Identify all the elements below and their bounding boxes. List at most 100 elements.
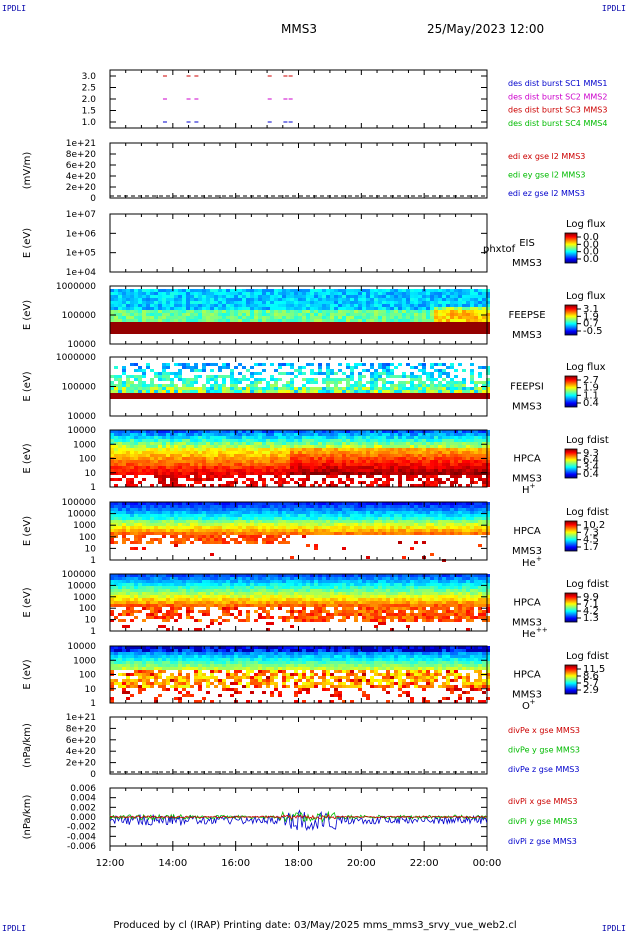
spectrogram-cell — [326, 445, 330, 448]
spectrogram-cell — [426, 328, 430, 331]
spectrogram-cell — [302, 460, 306, 463]
instrument-label: HPCA — [513, 453, 541, 464]
spectrogram-cell — [146, 310, 150, 313]
spectrogram-cell — [378, 463, 382, 466]
spectrogram-cell — [362, 433, 366, 436]
spectrogram-cell — [450, 436, 454, 439]
spectrogram-cell — [390, 457, 394, 460]
spectrogram-cell — [218, 454, 222, 457]
spectrogram-cell — [370, 292, 374, 295]
spectrogram-cell — [374, 439, 378, 442]
spectrogram-cell — [350, 369, 354, 372]
spectrogram-cell — [290, 316, 294, 319]
spectrogram-cell — [486, 457, 490, 460]
spectrogram-cell — [142, 319, 146, 322]
spectrogram-cell — [178, 445, 182, 448]
spectrogram-cell — [302, 484, 306, 487]
spectrogram-cell — [162, 304, 166, 307]
spectrogram-cell — [322, 325, 326, 328]
spectrogram-cell — [390, 436, 394, 439]
spectrogram-cell — [170, 532, 174, 535]
spectrogram-cell — [458, 381, 462, 384]
spectrogram-cell — [242, 436, 246, 439]
spectrogram-cell — [338, 433, 342, 436]
spectrogram-cell — [138, 396, 142, 399]
spectrogram-cell — [302, 396, 306, 399]
spectrogram-cell — [382, 436, 386, 439]
spectrogram-cell — [230, 381, 234, 384]
spectrogram-cell — [262, 442, 266, 445]
spectrogram-cell — [134, 430, 138, 433]
spectrogram-cell — [474, 466, 478, 469]
spectrogram-cell — [138, 322, 142, 325]
spectrogram-cell — [286, 390, 290, 393]
spectrogram-cell — [110, 310, 114, 313]
spectrogram-cell — [210, 514, 214, 517]
spectrogram-cell — [202, 384, 206, 387]
spectrogram-cell — [446, 472, 450, 475]
spectrogram-cell — [390, 390, 394, 393]
spectrogram-cell — [342, 331, 346, 334]
spectrogram-cell — [274, 520, 278, 523]
spectrogram-cell — [346, 457, 350, 460]
spectrogram-cell — [342, 439, 346, 442]
spectrogram-cell — [238, 526, 242, 529]
spectrogram-cell — [242, 520, 246, 523]
spectrogram-cell — [294, 319, 298, 322]
spectrogram-cell — [370, 375, 374, 378]
spectrogram-cell — [110, 381, 114, 384]
spectrogram-cell — [266, 541, 270, 544]
spectrogram-cell — [266, 460, 270, 463]
spectrogram-cell — [142, 301, 146, 304]
spectrogram-cell — [414, 304, 418, 307]
spectrogram-cell — [262, 307, 266, 310]
spectrogram-cell — [446, 319, 450, 322]
spectrogram-cell — [238, 331, 242, 334]
spectrogram-cell — [222, 289, 226, 292]
spectrogram-cell — [138, 292, 142, 295]
spectrogram-cell — [462, 328, 466, 331]
spectrogram-cell — [214, 532, 218, 535]
spectrogram-cell — [442, 363, 446, 366]
spectrogram-cell — [190, 448, 194, 451]
spectrogram-cell — [290, 363, 294, 366]
spectrogram-cell — [414, 289, 418, 292]
spectrogram-cell — [402, 381, 406, 384]
spectrogram-cell — [170, 322, 174, 325]
spectrogram-cell — [294, 328, 298, 331]
spectrogram-cell — [150, 292, 154, 295]
spectrogram-cell — [350, 460, 354, 463]
spectrogram-cell — [194, 378, 198, 381]
spectrogram-cell — [166, 301, 170, 304]
spectrogram-cell — [250, 325, 254, 328]
spectrogram-cell — [146, 511, 150, 514]
spectrogram-cell — [222, 430, 226, 433]
spectrogram-cell — [222, 484, 226, 487]
spectrogram-cell — [342, 298, 346, 301]
spectrogram-cell — [242, 448, 246, 451]
spectrogram-cell — [262, 520, 266, 523]
spectrogram-cell — [114, 322, 118, 325]
spectrogram-cell — [402, 436, 406, 439]
spectrogram-cell — [246, 322, 250, 325]
spectrogram-cell — [142, 517, 146, 520]
spectrogram-cell — [410, 463, 414, 466]
spectrogram-cell — [302, 508, 306, 511]
spectrogram-cell — [194, 301, 198, 304]
spectrogram-cell — [250, 328, 254, 331]
spectrogram-cell — [394, 313, 398, 316]
spectrogram-cell — [278, 475, 282, 478]
spectrogram-cell — [242, 505, 246, 508]
spectrogram-cell — [178, 520, 182, 523]
spectrogram-cell — [118, 454, 122, 457]
spectrogram-cell — [406, 454, 410, 457]
spectrogram-cell — [438, 331, 442, 334]
spectrogram-cell — [242, 295, 246, 298]
spectrogram-cell — [210, 328, 214, 331]
spectrogram-cell — [290, 331, 294, 334]
spectrogram-cell — [330, 289, 334, 292]
spectrogram-cell — [210, 466, 214, 469]
spectrogram-cell — [190, 298, 194, 301]
spectrogram-cell — [334, 295, 338, 298]
spectrogram-cell — [482, 454, 486, 457]
